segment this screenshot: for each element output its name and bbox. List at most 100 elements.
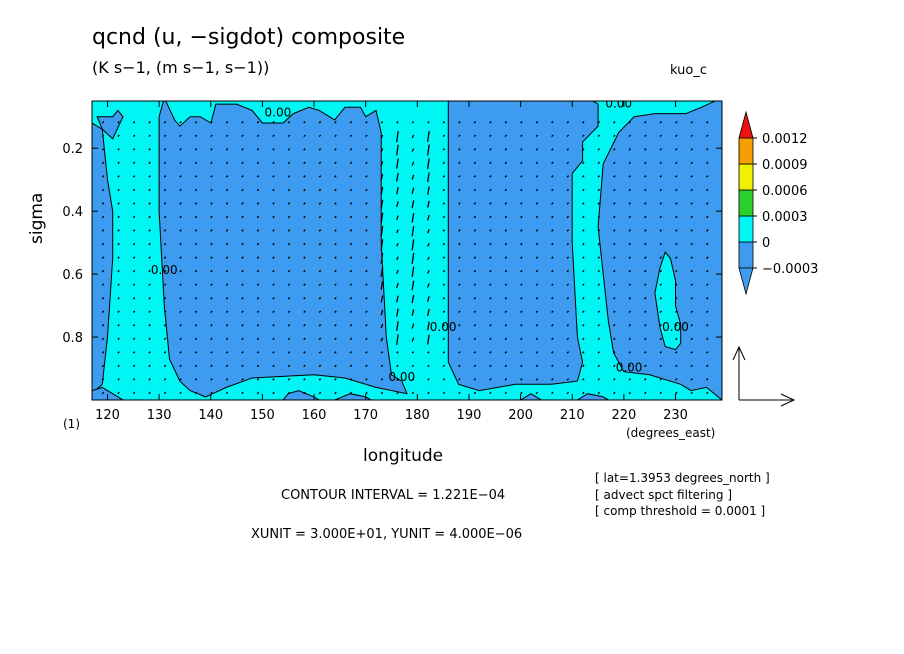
wind-vector: [504, 215, 508, 219]
wind-vector: [194, 161, 198, 165]
contour-label: 0.00: [616, 361, 643, 375]
wind-vector: [628, 161, 632, 165]
wind-vector: [690, 188, 694, 192]
wind-vector: [256, 242, 260, 246]
wind-vector: [473, 351, 477, 354]
wind-vector: [520, 337, 523, 341]
wind-vector: [365, 229, 368, 232]
wind-vector: [287, 202, 291, 205]
wind-vector: [473, 324, 477, 327]
wind-vector: [690, 324, 694, 327]
wind-vector: [256, 188, 260, 192]
wind-vector: [535, 134, 539, 138]
wind-vector: [613, 134, 616, 138]
wind-vector: [597, 188, 601, 192]
wind-vector: [427, 158, 430, 170]
wind-vector: [272, 391, 275, 395]
wind-vector: [225, 121, 229, 124]
wind-vector: [504, 324, 508, 327]
wind-vector: [318, 310, 322, 313]
wind-vector: [551, 161, 554, 165]
wind-vector: [690, 351, 694, 354]
wind-vector: [520, 229, 523, 232]
wind-vector: [690, 229, 694, 232]
wind-vector: [690, 215, 694, 219]
wind-vector: [132, 337, 136, 341]
wind-vector: [458, 256, 461, 259]
wind-vector: [334, 296, 337, 300]
wind-vector: [504, 269, 508, 273]
wind-vector: [318, 364, 322, 368]
wind-vector: [101, 242, 105, 246]
wind-vector: [442, 283, 446, 286]
wind-vector: [520, 134, 523, 138]
wind-vector: [566, 364, 570, 368]
wind-vector: [194, 148, 198, 151]
wind-vector: [396, 243, 399, 247]
wind-vector: [241, 283, 244, 286]
wind-vector: [210, 256, 213, 259]
wind-vector: [179, 121, 182, 124]
wind-vector: [489, 296, 492, 300]
wind-vector: [706, 242, 709, 246]
wind-vector: [349, 121, 353, 124]
wind-vector: [132, 324, 136, 327]
note-threshold: [ comp threshold = 0.0001 ]: [595, 504, 766, 518]
wind-vector: [163, 283, 167, 286]
wind-vector: [101, 161, 105, 165]
wind-vector: [644, 324, 647, 327]
wind-vector: [411, 323, 415, 329]
wind-vector: [597, 256, 601, 259]
wind-vector: [659, 148, 663, 151]
wind-vector: [210, 121, 213, 124]
wind-vector: [272, 175, 275, 178]
wind-vector: [706, 175, 709, 178]
wind-vector: [442, 202, 446, 205]
wind-vector: [334, 134, 337, 138]
wind-vector: [458, 188, 461, 192]
contour-interval: CONTOUR INTERVAL = 1.221E−04: [281, 488, 506, 503]
colorbar-segment: [738, 189, 754, 217]
wind-vector: [442, 215, 446, 219]
wind-vector: [101, 121, 105, 124]
wind-vector: [365, 202, 368, 205]
wind-vector: [504, 378, 508, 381]
x-axis-label: longitude: [363, 446, 444, 466]
wind-vector: [644, 175, 647, 178]
wind-vector: [520, 215, 523, 219]
wind-vector: [675, 391, 678, 395]
run-name: kuo_c: [670, 63, 707, 78]
wind-vector: [396, 364, 399, 368]
wind-vector: [411, 226, 415, 237]
wind-vector: [442, 175, 446, 178]
wind-vector: [551, 310, 554, 313]
wind-vector: [458, 202, 461, 205]
wind-vector: [535, 215, 539, 219]
wind-vector: [628, 378, 632, 381]
wind-vector: [287, 161, 291, 165]
wind-vector: [706, 161, 709, 165]
wind-vector: [551, 337, 554, 341]
wind-vector: [442, 324, 446, 327]
wind-vector: [179, 324, 182, 327]
wind-vector: [442, 229, 446, 232]
wind-vector: [303, 202, 306, 205]
wind-vector: [473, 337, 477, 341]
reference-vector-y-head: [732, 345, 746, 361]
wind-vector: [473, 242, 477, 246]
wind-vector: [473, 283, 477, 286]
wind-vector: [551, 283, 554, 286]
negative-contour-region: [519, 393, 543, 400]
wind-vector: [210, 202, 213, 205]
wind-vector: [241, 378, 244, 381]
wind-vector: [628, 175, 632, 178]
wind-vector: [179, 161, 182, 165]
wind-vector: [473, 296, 477, 300]
wind-vector: [132, 148, 136, 151]
wind-vector: [442, 256, 446, 259]
wind-vector: [458, 134, 461, 138]
wind-vector: [706, 269, 709, 273]
wind-vector: [675, 351, 678, 354]
wind-vector: [566, 351, 570, 354]
wind-vector: [318, 269, 322, 273]
